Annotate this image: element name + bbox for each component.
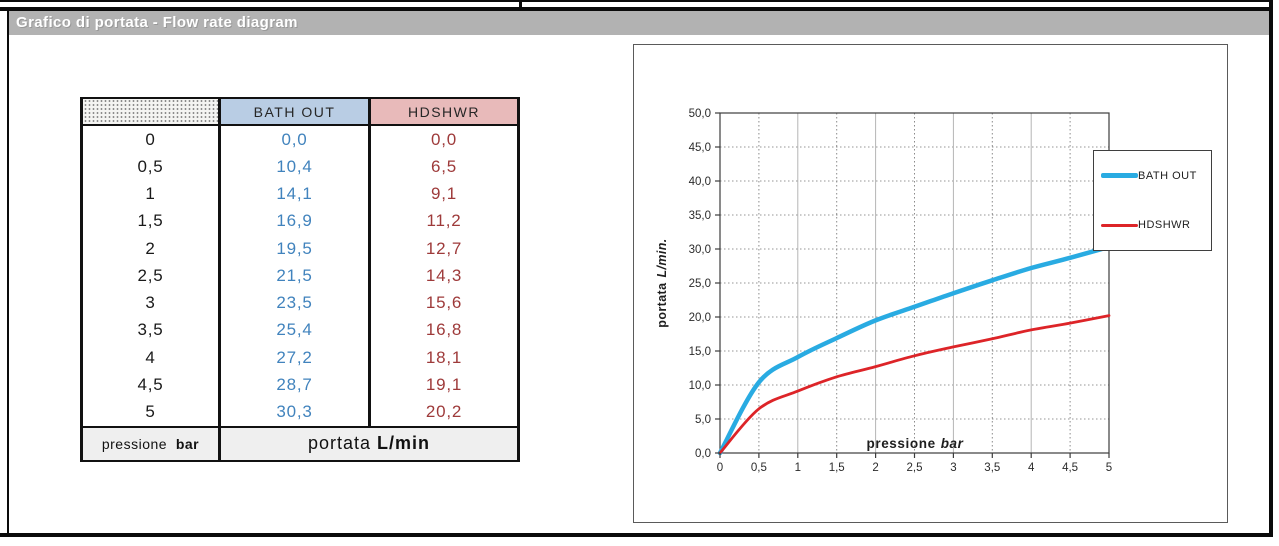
y-tick-label: 35,0: [689, 210, 711, 222]
top-border-line: [0, 0, 1273, 2]
table-row: 2 19,5 12,7: [80, 235, 520, 263]
bath-out-value: 25,4: [218, 316, 371, 345]
right-border-line: [1269, 0, 1273, 537]
table-row: 1 14,1 9,1: [80, 180, 520, 208]
pressure-value: 1,5: [80, 207, 221, 236]
hdshwr-header-cell: HDSHWR: [368, 98, 520, 126]
hdshwr-value: 19,1: [368, 371, 520, 399]
x-tick-label: 1: [795, 462, 801, 474]
left-border-line: [7, 9, 9, 535]
x-tick-label: 2,5: [907, 462, 923, 474]
pressure-value: 0,5: [80, 153, 221, 181]
flow-table-header: BATH OUT HDSHWR: [80, 98, 520, 126]
series-line-bath-out: [717, 244, 1112, 456]
y-tick-label: 5,0: [695, 414, 711, 426]
x-tick-label: 3: [950, 462, 956, 474]
pressure-value: 2,5: [80, 262, 221, 290]
pressure-header-cell-hatched: [80, 98, 221, 126]
table-row: 1,5 16,9 11,2: [80, 207, 520, 236]
pressure-value: 3: [80, 289, 221, 317]
x-tick-label: 4: [1028, 462, 1035, 474]
y-tick-label: 15,0: [689, 346, 711, 358]
table-row: 0 0,0 0,0: [80, 125, 520, 154]
pressure-value: 1: [80, 180, 221, 208]
legend-item: BATH OUT: [1094, 170, 1211, 182]
hdshwr-value: 9,1: [368, 180, 520, 208]
bath-out-value: 21,5: [218, 262, 371, 290]
section-title: Grafico di portata - Flow rate diagram: [16, 14, 298, 31]
legend-line-swatch: [1101, 223, 1138, 227]
x-tick-label: 5: [1106, 462, 1112, 474]
table-row: 4 27,2 18,1: [80, 344, 520, 372]
y-tick-label: 0,0: [695, 448, 711, 460]
legend-label: BATH OUT: [1138, 169, 1197, 182]
bath-out-value: 0,0: [218, 125, 371, 154]
table-row: 4,5 28,7 19,1: [80, 371, 520, 399]
chart-legend: BATH OUT HDSHWR: [1093, 150, 1212, 251]
legend-item: HDSHWR: [1094, 219, 1211, 231]
hdshwr-value: 11,2: [368, 207, 520, 236]
flow-unit-cell: portata L/min: [218, 425, 520, 461]
bath-out-value: 27,2: [218, 344, 371, 372]
top-cell-divider: [519, 0, 522, 8]
x-tick-label: 3,5: [984, 462, 1000, 474]
hdshwr-value: 20,2: [368, 398, 520, 427]
y-tick-label: 30,0: [689, 244, 711, 256]
x-tick-label: 1,5: [829, 462, 845, 474]
bath-out-value: 10,4: [218, 153, 371, 181]
bath-out-value: 28,7: [218, 371, 371, 399]
x-tick-label: 4,5: [1062, 462, 1078, 474]
table-row: 3,5 25,4 16,8: [80, 316, 520, 345]
hdshwr-value: 15,6: [368, 289, 520, 317]
hdshwr-value: 6,5: [368, 153, 520, 181]
flow-rate-chart: 0,05,010,015,020,025,030,035,040,045,050…: [689, 108, 1113, 474]
y-tick-label: 20,0: [689, 312, 711, 324]
y-tick-label: 25,0: [689, 278, 711, 290]
hdshwr-value: 0,0: [368, 125, 520, 154]
pressure-value: 3,5: [80, 316, 221, 345]
bath-out-value: 19,5: [218, 235, 371, 263]
bath-out-value: 30,3: [218, 398, 371, 427]
y-tick-label: 10,0: [689, 380, 711, 392]
x-tick-label: 0,5: [751, 462, 767, 474]
bath-out-value: 16,9: [218, 207, 371, 236]
flow-rate-chart-panel: 0,0 5,0 10,0 15,0 20,0 25,0 30,0 35,0 40,0 45,0 50…: [633, 44, 1228, 523]
flow-rate-table: BATH OUT HDSHWR 0 0,0 0,0 0,5 10,4 6,5 1 14,1 9,…: [80, 97, 520, 462]
hdshwr-value: 16,8: [368, 316, 520, 345]
section-header-bar: Grafico di portata - Flow rate diagram: [9, 11, 1269, 35]
y-tick-label: 45,0: [689, 142, 711, 154]
x-axis-title: pressione bar: [866, 436, 964, 451]
bath-out-value: 14,1: [218, 180, 371, 208]
pressure-value: 4: [80, 344, 221, 372]
pressure-value: 2: [80, 235, 221, 263]
hdshwr-value: 18,1: [368, 344, 520, 372]
y-tick-label: 40,0: [689, 176, 711, 188]
x-tick-label: 2: [872, 462, 878, 474]
bath-out-header-cell: BATH OUT: [218, 98, 371, 126]
table-row: 0,5 10,4 6,5: [80, 153, 520, 181]
flow-table-body: 0 0,0 0,0 0,5 10,4 6,5 1 14,1 9,1 1,5 16,9 11,2 2 19,…: [80, 125, 520, 427]
legend-line-swatch: [1101, 173, 1138, 179]
table-row: 3 23,5 15,6: [80, 289, 520, 317]
pressure-unit-cell: pressione bar: [80, 425, 221, 461]
table-row: 5 30,3 20,2: [80, 398, 520, 427]
hdshwr-value: 14,3: [368, 262, 520, 290]
section-divider-line: [0, 7, 1273, 11]
bath-out-value: 23,5: [218, 289, 371, 317]
table-row: 2,5 21,5 14,3: [80, 262, 520, 290]
pressure-value: 4,5: [80, 371, 221, 399]
bottom-border-line: [0, 533, 1273, 537]
pressure-value: 5: [80, 398, 221, 427]
flow-table-footer: pressione bar portata L/min: [80, 425, 520, 461]
pressure-value: 0: [80, 125, 221, 154]
x-tick-label: 0: [717, 462, 723, 474]
series-line-hdshwr: [718, 314, 1111, 455]
y-axis-title: portataL/min.: [655, 238, 669, 328]
y-tick-label: 50,0: [689, 108, 711, 120]
hdshwr-value: 12,7: [368, 235, 520, 263]
legend-label: HDSHWR: [1138, 219, 1191, 232]
